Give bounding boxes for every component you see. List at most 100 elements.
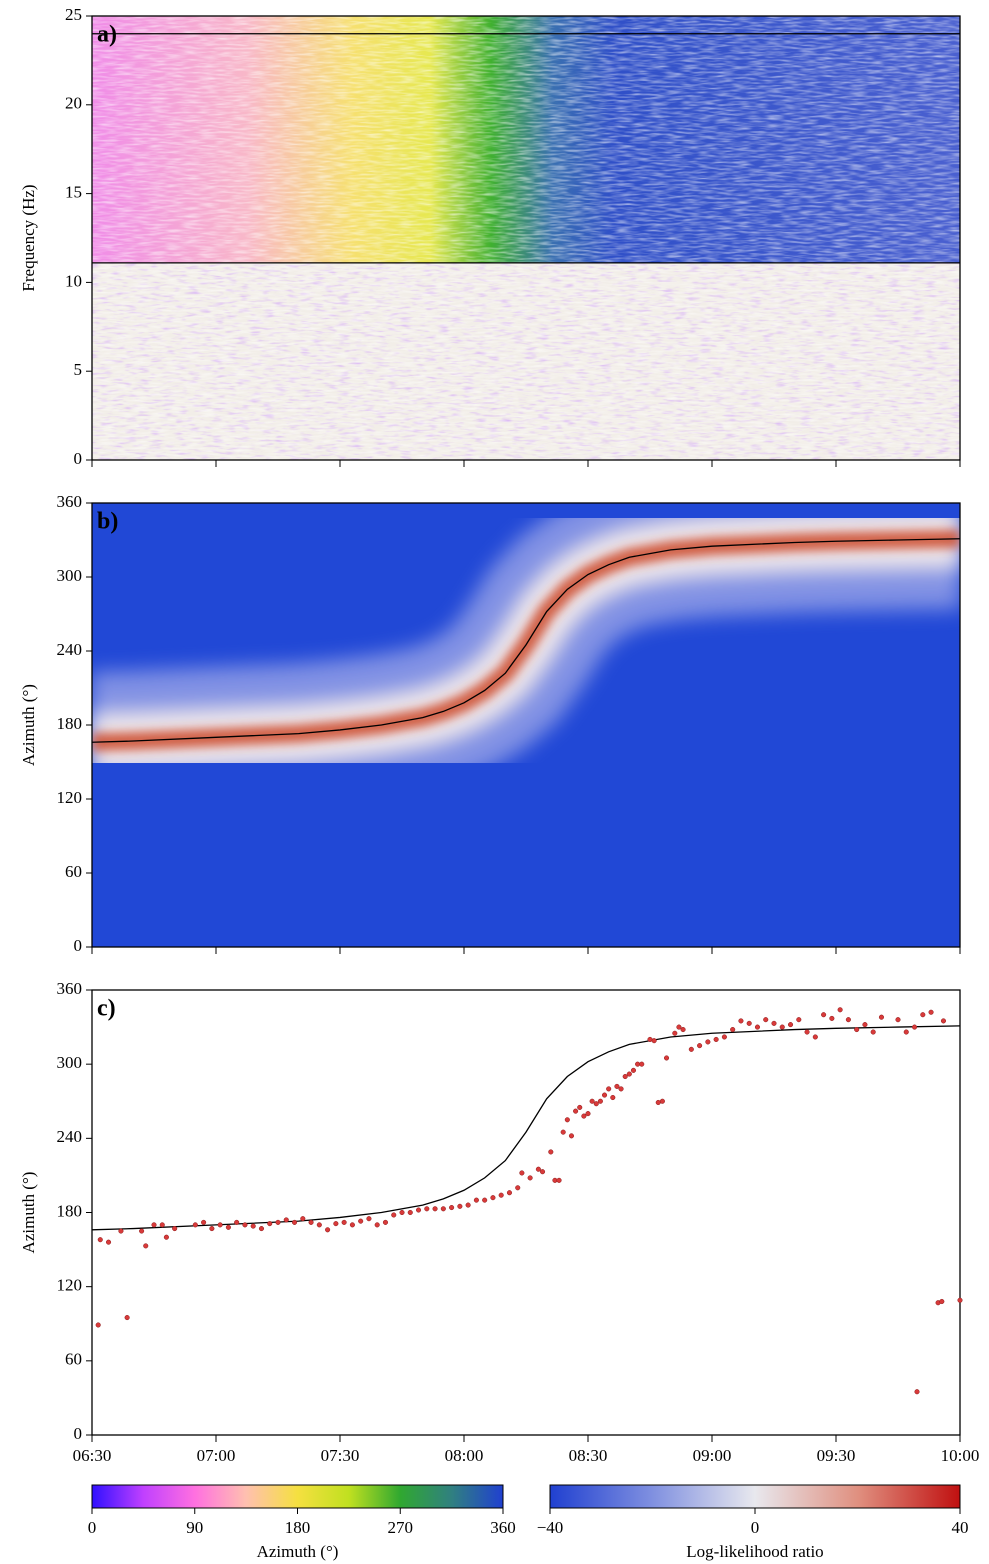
point: [763, 1017, 769, 1023]
point: [705, 1039, 711, 1045]
point: [490, 1195, 496, 1201]
point: [548, 1149, 554, 1155]
point: [829, 1015, 835, 1021]
point: [105, 1239, 112, 1245]
panel-label: b): [97, 509, 118, 535]
y-tick-label: 0: [74, 449, 83, 468]
y-tick-label: 120: [57, 788, 83, 807]
point: [242, 1222, 248, 1228]
tick-label: 270: [388, 1518, 414, 1537]
point: [291, 1219, 298, 1225]
point: [606, 1086, 612, 1092]
likelihood-map: [92, 503, 960, 947]
point: [440, 1206, 446, 1212]
point: [939, 1298, 945, 1305]
tick-label: −40: [537, 1518, 564, 1537]
point: [920, 1012, 926, 1018]
point: [139, 1228, 145, 1234]
point: [821, 1012, 827, 1018]
y-tick-label: 60: [65, 1350, 82, 1369]
y-tick-label: 60: [65, 862, 82, 881]
point: [688, 1046, 694, 1052]
spectrogram-texture: [92, 16, 960, 460]
y-tick-label: 5: [74, 360, 83, 379]
y-tick-label: 240: [57, 1127, 83, 1146]
y-tick-label: 300: [57, 566, 83, 585]
colorbar: [549, 1484, 961, 1509]
point: [465, 1202, 471, 1208]
point: [787, 1022, 794, 1028]
panel-label: c): [97, 996, 116, 1022]
point: [382, 1219, 389, 1225]
point: [159, 1222, 165, 1228]
x-tick-label: 10:00: [941, 1446, 980, 1465]
point: [151, 1222, 157, 1228]
point: [928, 1009, 934, 1015]
point: [209, 1226, 215, 1232]
point: [862, 1022, 868, 1028]
point: [730, 1027, 736, 1033]
point: [539, 1169, 546, 1175]
point: [366, 1216, 372, 1222]
point: [391, 1212, 397, 1218]
point: [601, 1092, 608, 1098]
point: [449, 1205, 455, 1211]
tick-label: 180: [285, 1518, 311, 1537]
plot-frame: [91, 15, 961, 461]
fit-line: [91, 538, 961, 743]
point: [143, 1243, 149, 1249]
point: [626, 1071, 632, 1077]
point: [498, 1192, 504, 1198]
point: [630, 1067, 637, 1073]
point: [854, 1027, 860, 1033]
point: [771, 1020, 777, 1026]
y-tick-label: 20: [65, 94, 82, 113]
point: [746, 1020, 752, 1026]
point: [585, 1111, 591, 1117]
y-tick-label: 10: [65, 271, 82, 290]
point: [424, 1206, 430, 1212]
point: [577, 1104, 583, 1110]
point: [940, 1018, 947, 1024]
y-tick-label: 0: [74, 936, 83, 955]
point: [589, 1098, 595, 1104]
point: [754, 1024, 761, 1030]
point: [796, 1017, 802, 1023]
point: [457, 1203, 463, 1209]
point: [680, 1027, 686, 1033]
point: [672, 1030, 678, 1036]
y-tick-label: 180: [57, 714, 83, 733]
colorbar-label: Log-likelihood ratio: [686, 1542, 823, 1561]
point: [614, 1083, 620, 1089]
x-tick-label: 08:00: [445, 1446, 484, 1465]
point: [721, 1034, 727, 1040]
colorbar-label: Azimuth (°): [257, 1542, 339, 1561]
point: [341, 1219, 347, 1225]
point: [870, 1029, 876, 1035]
point: [482, 1197, 488, 1203]
point: [610, 1094, 616, 1101]
x-tick-label: 09:00: [693, 1446, 732, 1465]
point: [655, 1099, 661, 1106]
y-tick-label: 300: [57, 1053, 83, 1072]
point: [593, 1101, 599, 1107]
point: [124, 1315, 130, 1321]
point: [804, 1029, 810, 1035]
point: [118, 1228, 124, 1234]
point: [895, 1017, 901, 1023]
point: [97, 1237, 103, 1243]
point: [878, 1014, 885, 1020]
point: [527, 1175, 533, 1181]
point: [663, 1055, 670, 1061]
y-axis-label: Frequency (Hz): [19, 184, 38, 291]
point: [903, 1029, 909, 1035]
x-tick-label: 08:30: [569, 1446, 608, 1465]
point: [407, 1209, 413, 1216]
point: [201, 1219, 207, 1225]
point: [639, 1061, 645, 1067]
point: [333, 1221, 339, 1227]
point: [957, 1297, 963, 1303]
point: [267, 1221, 273, 1227]
